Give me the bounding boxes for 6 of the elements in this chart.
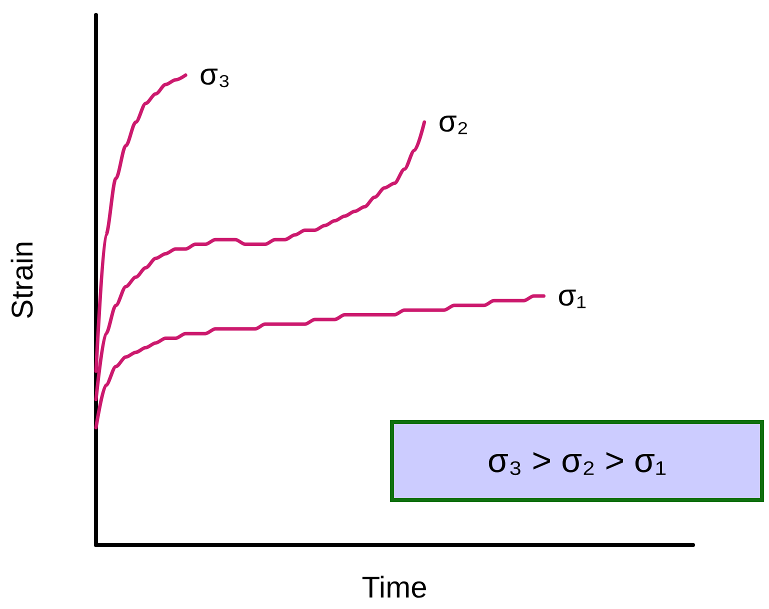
series-label: σ₂ (438, 106, 469, 139)
series-label: σ₃ (200, 58, 230, 92)
series-label: σ₁ (558, 279, 586, 312)
note-box: σ₃ > σ₂ > σ₁ (390, 420, 764, 502)
x-axis-title: Time (362, 572, 428, 604)
y-axis-title: Strain (6, 240, 40, 320)
